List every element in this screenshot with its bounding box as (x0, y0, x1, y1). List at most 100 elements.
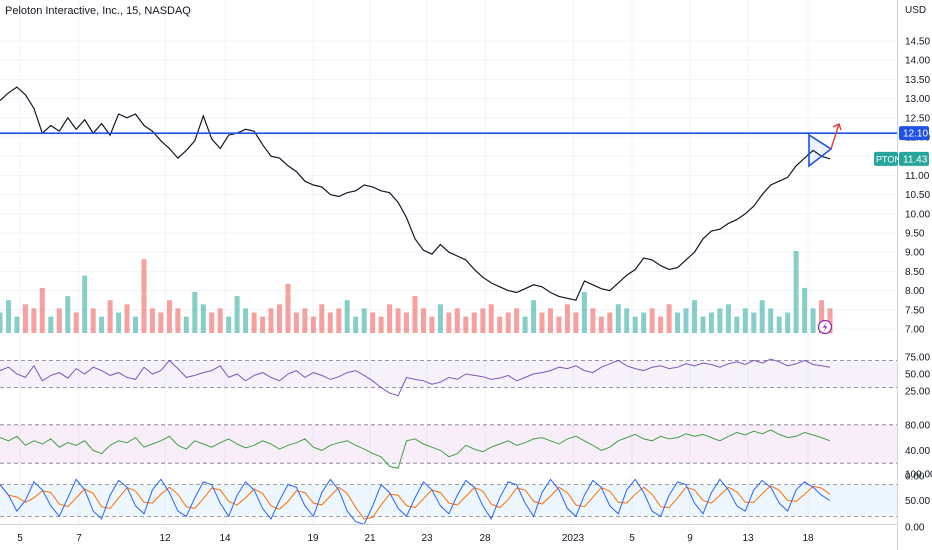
volume-bar (361, 308, 367, 333)
volume-bar (243, 308, 249, 333)
volume-bar (378, 316, 384, 333)
volume-bar (404, 312, 409, 333)
volume-bar (564, 304, 570, 333)
price-tick-label: 8.50 (905, 267, 925, 278)
volume-bar (22, 304, 28, 333)
volume-bar (31, 308, 37, 333)
volume-bar (336, 308, 342, 333)
time-tick-label: 21 (364, 533, 376, 544)
volume-bar (226, 316, 232, 333)
volume-bar (99, 316, 105, 333)
oscillator-tick-label: 40.00 (905, 446, 930, 457)
volume-bar (209, 312, 215, 333)
volume-bar (708, 312, 714, 333)
volume-bar (251, 312, 257, 333)
volume-bar (810, 308, 816, 333)
price-tick-label: 9.00 (905, 248, 925, 259)
volume-bar (421, 308, 426, 333)
oscillator-tick-label: 100.00 (905, 470, 932, 481)
triangle-pattern-drawing[interactable] (808, 123, 842, 168)
volume-bar (268, 308, 274, 333)
volume-bar (293, 312, 299, 333)
currency-label: USD (905, 5, 926, 16)
volume-bar (437, 304, 443, 333)
volume-bar (6, 300, 11, 333)
oscillator-tick-label: 25.00 (905, 387, 930, 398)
volume-bar (133, 316, 138, 333)
oscillator-pane: 80.00 40.00 0.00 (0, 420, 930, 483)
volume-bar (480, 308, 486, 333)
rsi-pane: 75.00 50.00 25.00 (0, 353, 930, 398)
oscillator-tick-label: 50.00 (905, 370, 930, 381)
breakout-arrow[interactable] (830, 123, 842, 150)
volume-bar (649, 308, 655, 333)
volume-bar (505, 312, 511, 333)
volume-bar (310, 316, 316, 333)
volume-bar (590, 308, 596, 333)
volume-bar (395, 308, 401, 333)
time-tick-label: 14 (219, 533, 231, 544)
price-tick-label: 8.00 (905, 286, 925, 297)
volume-bar (277, 304, 282, 333)
volume-bar (73, 312, 79, 333)
alert-icon[interactable] (817, 319, 833, 335)
volume-bar (107, 300, 113, 333)
current-price-label: 11.43 (903, 154, 928, 165)
volume-bar (39, 287, 45, 333)
volume-bar (802, 287, 808, 333)
volume-bar (717, 308, 723, 333)
time-tick-label: 2023 (562, 533, 585, 544)
oscillator-tick-label: 50.00 (905, 496, 930, 507)
volume-bar (471, 312, 477, 333)
time-tick-label: 28 (479, 533, 491, 544)
volume-bar (548, 308, 553, 333)
volume-bar (319, 304, 325, 333)
volume-bar (531, 300, 537, 333)
price-tick-label: 10.50 (905, 190, 930, 201)
volume-bar (0, 312, 3, 333)
time-tick-label: 23 (421, 533, 433, 544)
triangle-pattern[interactable] (808, 133, 833, 168)
volume-bar (514, 308, 520, 333)
volume-bar (217, 308, 223, 333)
volume-bar (327, 312, 333, 333)
volume-bar (446, 312, 452, 333)
time-tick-label: 7 (76, 533, 82, 544)
volume-bar (556, 316, 562, 333)
price-tick-label: 14.50 (905, 37, 930, 48)
oscillator-band (0, 360, 897, 388)
price-tick-label: 14.00 (905, 56, 930, 67)
volume-bar (454, 308, 460, 333)
time-tick-label: 5 (17, 533, 23, 544)
oscillator-band (0, 484, 897, 517)
volume-bar (666, 304, 672, 333)
volume-bar (785, 312, 791, 333)
volume-bar (48, 316, 54, 333)
time-tick-label: 13 (742, 533, 754, 544)
volume-bar (192, 292, 198, 333)
volume-bar (598, 316, 604, 333)
oscillator-band (0, 424, 897, 464)
volume-bar (692, 300, 697, 333)
oscillator-line (0, 478, 831, 526)
volume-bar (624, 308, 630, 333)
chart-title: Peloton Interactive, Inc., 15, NASDAQ (5, 5, 191, 17)
volume-bar (581, 292, 587, 333)
volume-bar (742, 308, 748, 333)
price-tick-label: 10.00 (905, 209, 930, 220)
price-axis: 14.5014.0013.5013.0012.5012.0011.5011.00… (905, 37, 930, 336)
volume-bar (463, 316, 469, 333)
volume-bar (522, 316, 528, 333)
oscillator-line (0, 358, 831, 397)
volume-bar (675, 312, 681, 333)
price-tick-label: 11.00 (905, 171, 930, 182)
volume-bar (302, 308, 308, 333)
volume-bar (759, 300, 765, 333)
time-tick-label: 18 (802, 533, 814, 544)
price-tick-label: 13.50 (905, 75, 930, 86)
time-axis: 5 7 12 14 19 21 23 28 2023 5 9 13 18 (17, 533, 814, 544)
volume-bar (56, 308, 62, 333)
volume-bars (0, 251, 833, 333)
volume-bar (429, 316, 435, 333)
